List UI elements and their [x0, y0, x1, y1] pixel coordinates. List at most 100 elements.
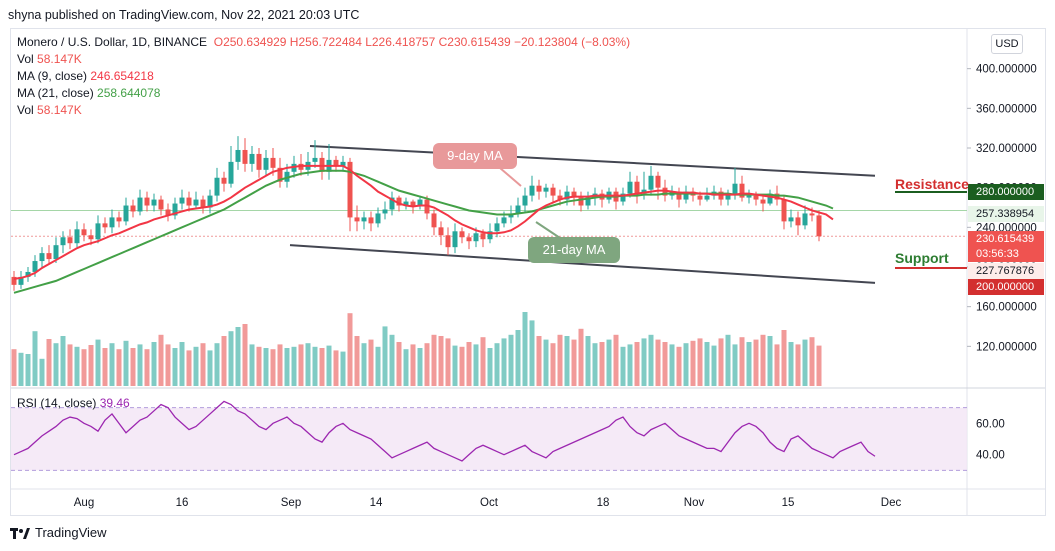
candle-body	[732, 183, 738, 194]
candle-body	[200, 199, 206, 208]
candle	[263, 149, 269, 176]
candle	[221, 171, 227, 192]
volume-bar	[795, 344, 801, 386]
support-label: Support	[895, 250, 949, 266]
candle	[81, 223, 87, 242]
candle-body	[228, 161, 234, 184]
time-tick-label: Aug	[74, 497, 94, 509]
candle	[326, 144, 332, 180]
candle	[459, 227, 465, 244]
volume-bar	[739, 337, 745, 386]
candle	[228, 146, 234, 188]
candle	[452, 223, 458, 254]
candle-body	[571, 191, 577, 198]
volume-bar	[690, 340, 696, 386]
candle-body	[235, 149, 241, 162]
candle-body	[431, 213, 437, 228]
legend-ma9: MA (9, close) 246.654218	[17, 69, 154, 83]
candle	[382, 201, 388, 220]
volume-bar	[403, 349, 409, 386]
support-price-tag: 200.000000	[968, 279, 1044, 295]
rsi-tick-label: 60.00	[976, 418, 1005, 430]
rsi-value: 39.46	[99, 396, 130, 410]
candle-body	[473, 233, 479, 242]
volume-bar	[746, 342, 752, 386]
candle-body	[417, 199, 423, 206]
volume-bar	[536, 336, 542, 386]
volume-bar	[438, 336, 444, 386]
ma21-label: MA (21, close)	[17, 86, 94, 100]
candle	[368, 211, 374, 232]
candle	[816, 210, 822, 242]
candle-body	[172, 203, 178, 216]
candle-body	[186, 197, 192, 206]
volume-bar	[256, 346, 262, 386]
candle-body	[620, 193, 626, 202]
candle-body	[312, 157, 318, 162]
candle	[95, 215, 101, 244]
publisher-text: shyna published on TradingView.com, Nov …	[8, 8, 360, 22]
candle-body	[543, 187, 549, 192]
candle-body	[536, 185, 542, 192]
volume-bar	[39, 358, 45, 386]
volume-bar	[130, 348, 136, 386]
candle	[725, 189, 731, 206]
time-tick-label: Dec	[881, 497, 902, 509]
volume-bar	[613, 334, 619, 386]
candle	[60, 231, 66, 254]
countdown-tag: 03:56:33	[968, 246, 1044, 262]
resistance-label: Resistance	[895, 176, 969, 192]
time-tick-label: 16	[176, 497, 189, 509]
vol2-label: Vol	[17, 103, 34, 117]
candle	[123, 197, 129, 226]
volume-bar	[550, 343, 556, 386]
channel-upper-line	[309, 145, 876, 177]
volume-bar	[284, 348, 290, 386]
volume-bar	[214, 343, 220, 386]
candle-body	[802, 213, 808, 226]
volume-bar	[151, 342, 157, 386]
volume-bar	[368, 339, 374, 386]
ma9-price-tag: 227.767876	[968, 263, 1044, 279]
candle-body	[683, 191, 689, 200]
volume-bar	[445, 338, 451, 386]
candle-body	[354, 217, 360, 222]
volume-bar	[123, 340, 129, 386]
volume-bar	[144, 349, 150, 386]
candle-body	[116, 217, 122, 222]
volume-bar	[466, 342, 472, 386]
volume-bar	[396, 342, 402, 386]
volume-bar	[291, 346, 297, 386]
ma9-line	[13, 164, 834, 280]
ma21-callout: 21-day MA	[528, 237, 620, 263]
volume-bar	[67, 344, 73, 386]
candle-body	[816, 215, 822, 237]
candle	[431, 209, 437, 236]
volume-bar	[235, 327, 241, 386]
volume-bar	[732, 344, 738, 386]
time-tick-label: Oct	[480, 497, 499, 509]
candle-body	[74, 229, 80, 244]
candle-body	[151, 199, 157, 206]
candle	[242, 138, 248, 172]
candle-body	[459, 231, 465, 238]
currency-button[interactable]: USD	[991, 34, 1023, 54]
candle	[312, 140, 318, 168]
candle	[802, 205, 808, 230]
candle-body	[704, 195, 710, 200]
candle	[186, 191, 192, 212]
candle-body	[445, 235, 451, 248]
candle	[361, 211, 367, 230]
volume-bar	[697, 338, 703, 386]
time-tick-label: 18	[597, 497, 610, 509]
candle-body	[746, 195, 752, 198]
candle	[522, 187, 528, 212]
candle	[333, 155, 339, 172]
ma21-line	[13, 169, 834, 294]
volume-bar	[417, 348, 423, 386]
candle-body	[242, 149, 248, 164]
rsi-tick-label: 40.00	[976, 450, 1005, 462]
candle-body	[11, 276, 17, 285]
volume-bar	[606, 339, 612, 386]
